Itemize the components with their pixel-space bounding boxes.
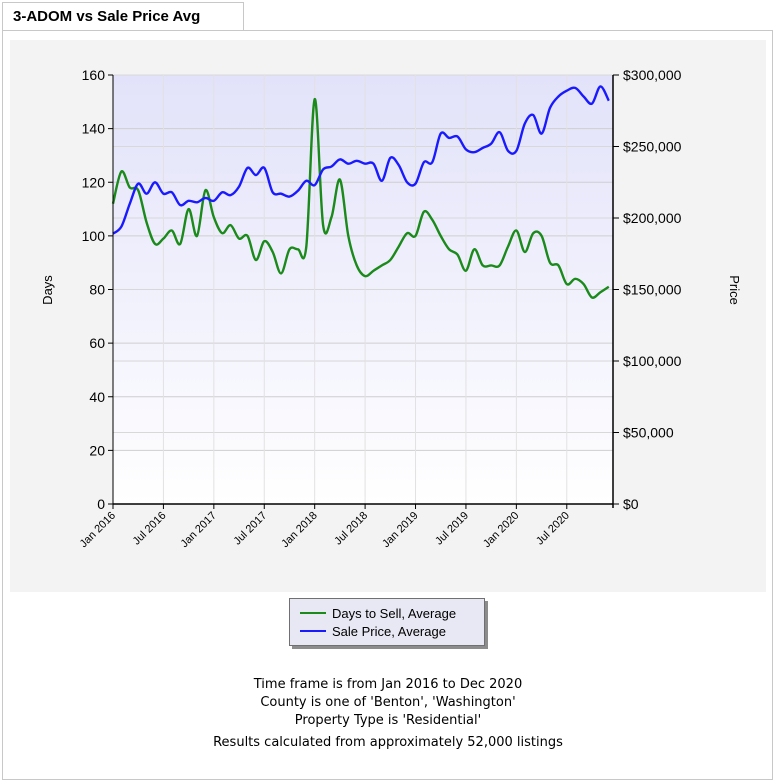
note-listings: Results calculated from approximately 52…	[213, 735, 563, 750]
x-tick-label: Jan 2016	[78, 510, 118, 550]
y-left-axis-label: Days	[40, 275, 55, 305]
x-tick-label: Jul 2019	[433, 510, 471, 548]
chart-notes: Time frame is from Jan 2016 to Dec 2020 …	[0, 676, 776, 752]
series-line-days	[111, 97, 610, 299]
x-tick-label: Jan 2020	[481, 510, 521, 550]
y-right-tick-label: $200,000	[623, 210, 682, 226]
series-line-price	[112, 85, 610, 235]
y-right-tick-label: $100,000	[623, 353, 682, 369]
chart-area: 0 20 40 60 80 100 120 140 160 $0 $50,000 $100,000 $1…	[10, 40, 766, 592]
legend-swatch-days	[300, 612, 326, 614]
line-chart: 0 20 40 60 80 100 120 140 160 $0 $50,000 $100,000 $1…	[40, 67, 742, 550]
y-left-tick-label: 160	[82, 67, 106, 83]
y-left-tick-label: 80	[89, 282, 105, 298]
y-right-tick-label: $300,000	[623, 67, 682, 83]
y-right-tick-label: $150,000	[623, 282, 682, 298]
y-left-tick-label: 20	[89, 442, 105, 458]
chart-title: 3-ADOM vs Sale Price Avg	[13, 8, 201, 25]
y-left-tick-label: 0	[97, 496, 105, 512]
x-tick-label: Jan 2018	[279, 510, 319, 550]
x-tick-label: Jul 2018	[332, 510, 370, 548]
legend-item-price: Sale Price, Average	[300, 622, 446, 640]
x-tick-label: Jul 2017	[231, 510, 269, 548]
y-left-tick-label: 120	[82, 174, 106, 190]
note-county: County is one of 'Benton', 'Washington'	[260, 695, 516, 710]
y-right-tick-label: $50,000	[623, 425, 674, 441]
x-tick-label: Jan 2017	[178, 510, 218, 550]
y-left-tick-label: 100	[82, 228, 106, 244]
legend-label-days: Days to Sell, Average	[332, 605, 457, 621]
y-right-axis-label: Price	[727, 275, 742, 305]
y-left-tick-label: 140	[82, 121, 106, 137]
y-right-tick-label: $250,000	[623, 139, 682, 155]
y-right-tick-label: $0	[623, 496, 639, 512]
note-time-frame: Time frame is from Jan 2016 to Dec 2020	[253, 677, 523, 692]
x-tick-label: Jul 2016	[131, 510, 169, 548]
legend-item-days: Days to Sell, Average	[300, 604, 456, 622]
y-left-tick-label: 40	[89, 389, 105, 405]
x-tick-label: Jan 2019	[380, 510, 420, 550]
x-tick-label: Jul 2020	[534, 510, 572, 548]
legend-swatch-price	[300, 630, 326, 632]
note-property-type: Property Type is 'Residential'	[294, 713, 482, 728]
legend-label-price: Sale Price, Average	[332, 623, 446, 639]
y-left-tick-label: 60	[89, 335, 105, 351]
chart-legend: Days to Sell, Average Sale Price, Averag…	[289, 598, 485, 646]
chart-tab[interactable]: 3-ADOM vs Sale Price Avg	[2, 2, 244, 30]
